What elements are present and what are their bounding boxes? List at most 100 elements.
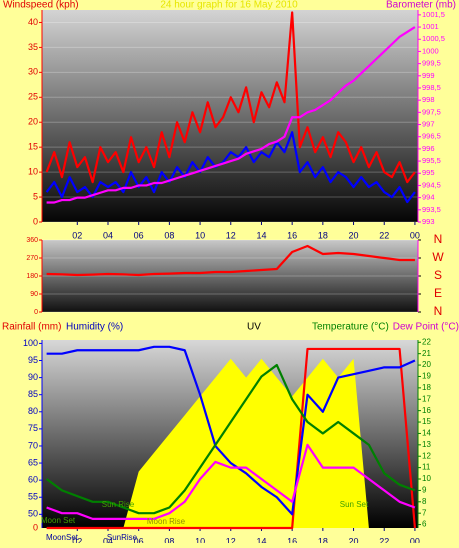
y-tick-label: 5 <box>33 191 38 201</box>
series-line <box>45 131 416 204</box>
x-tick-label: 22 <box>379 536 389 543</box>
y2-tick-label: 994,5 <box>422 180 441 189</box>
y-tick-label: 10 <box>28 166 38 176</box>
y-tick-label: 25 <box>28 92 38 102</box>
y-tick-label: 85 <box>28 389 38 399</box>
y-tick-label: 15 <box>28 142 38 152</box>
y2-tick-label: N <box>434 304 443 318</box>
y2-tick-label: S <box>434 268 442 282</box>
x-tick-label: 02 <box>72 230 82 240</box>
plot-area <box>42 240 418 312</box>
y2-tick-label: 10 <box>422 474 431 483</box>
y2-tick-label: 995 <box>422 168 435 177</box>
y2-tick-label: 993 <box>422 217 435 226</box>
y-tick-label: 60 <box>28 475 38 485</box>
x-tick-label: 20 <box>349 536 359 543</box>
annotation: Sun Set <box>340 500 369 509</box>
y2-tick-label: 9 <box>422 486 427 495</box>
x-tick-label: 02 <box>72 536 82 543</box>
y2-tick-label: 22 <box>422 337 431 346</box>
y2-tick-label: 996 <box>422 144 435 153</box>
y2-tick-label: 998 <box>422 95 435 104</box>
y2-tick-label: 8 <box>422 497 427 506</box>
y-tick-label: 90 <box>30 291 38 298</box>
annotation: MoonSet <box>46 533 79 542</box>
y-tick-label: 0 <box>33 216 38 226</box>
y2-tick-label: 1001,5 <box>422 10 445 19</box>
y2-tick-label: 1000 <box>422 46 439 55</box>
y2-tick-label: 19 <box>422 372 431 381</box>
y-tick-label: 40 <box>28 17 38 27</box>
y-tick-label: 30 <box>28 67 38 77</box>
x-tick-label: 00 <box>410 230 420 240</box>
x-tick-label: 04 <box>103 230 113 240</box>
y2-tick-label: 1001 <box>422 22 439 31</box>
y-tick-label: 100 <box>23 338 38 348</box>
annotation: SunRise <box>107 533 138 542</box>
y-tick-label: 65 <box>28 457 38 467</box>
y-tick-label: 360 <box>26 237 38 244</box>
y2-tick-label: 13 <box>422 440 431 449</box>
y2-tick-label: 997 <box>422 120 435 129</box>
y2-tick-label: 997,5 <box>422 107 441 116</box>
x-tick-label: 06 <box>134 536 144 543</box>
y-tick-label: 95 <box>28 355 38 365</box>
y2-tick-label: 996,5 <box>422 132 441 141</box>
y2-tick-label: 6 <box>422 520 427 529</box>
x-tick-label: 20 <box>349 230 359 240</box>
y-tick-label: 35 <box>28 42 38 52</box>
y2-tick-label: 16 <box>422 406 431 415</box>
series-line <box>46 347 417 530</box>
series-line <box>46 244 415 277</box>
uv-area <box>46 358 415 528</box>
x-tick-label: 10 <box>195 536 205 543</box>
plot-area <box>42 10 418 222</box>
y2-tick-label: 14 <box>422 429 431 438</box>
y2-tick-label: 993,5 <box>422 205 441 214</box>
y3-tick-label: 0 <box>33 522 38 532</box>
axis-label: Rainfall (mm) <box>2 322 61 333</box>
annotation: Sun Rise <box>102 500 135 509</box>
y2-tick-label: N <box>434 232 443 246</box>
x-tick-label: 12 <box>226 230 236 240</box>
x-tick-label: 08 <box>164 536 174 543</box>
y-tick-label: 90 <box>28 372 38 382</box>
x-tick-label: 12 <box>226 536 236 543</box>
x-tick-label: 06 <box>134 230 144 240</box>
series-line <box>45 363 416 515</box>
y2-tick-label: 995,5 <box>422 156 441 165</box>
y2-tick-label: 21 <box>422 349 431 358</box>
axis-label: Temperature (°C) <box>312 322 389 333</box>
y-tick-label: 180 <box>26 273 38 280</box>
y2-tick-label: 12 <box>422 451 431 460</box>
chart-title: 24 hour graph for 16 May 2010 <box>160 0 298 11</box>
series-line <box>46 443 416 520</box>
annotation: Moon Rise <box>147 517 186 526</box>
x-tick-label: 22 <box>379 230 389 240</box>
series-line <box>46 26 416 204</box>
series-line <box>46 345 416 516</box>
y2-tick-label: 7 <box>422 508 427 517</box>
axis-label: Humidity (%) <box>66 322 123 333</box>
y2-tick-label: 18 <box>422 383 431 392</box>
y-tick-label: 80 <box>28 406 38 416</box>
annotation: Moon Set <box>41 516 76 525</box>
y2-tick-label: 17 <box>422 394 431 403</box>
x-tick-label: 10 <box>195 230 205 240</box>
axis-label: Barometer (mb) <box>386 0 456 11</box>
y-tick-label: 0 <box>34 309 38 316</box>
x-tick-label: 08 <box>164 230 174 240</box>
y2-tick-label: 999 <box>422 71 435 80</box>
y2-tick-label: 994 <box>422 193 435 202</box>
series-line <box>45 11 416 184</box>
y-tick-label: 55 <box>28 492 38 502</box>
y2-tick-label: W <box>432 250 444 264</box>
x-tick-label: 18 <box>318 536 328 543</box>
y-tick-label: 50 <box>28 509 38 519</box>
y2-tick-label: 999,5 <box>422 59 441 68</box>
axis-label: UV <box>247 322 261 333</box>
x-tick-label: 14 <box>256 536 266 543</box>
x-tick-label: 18 <box>318 230 328 240</box>
x-tick-label: 16 <box>287 230 297 240</box>
y-tick-label: 270 <box>26 255 38 262</box>
